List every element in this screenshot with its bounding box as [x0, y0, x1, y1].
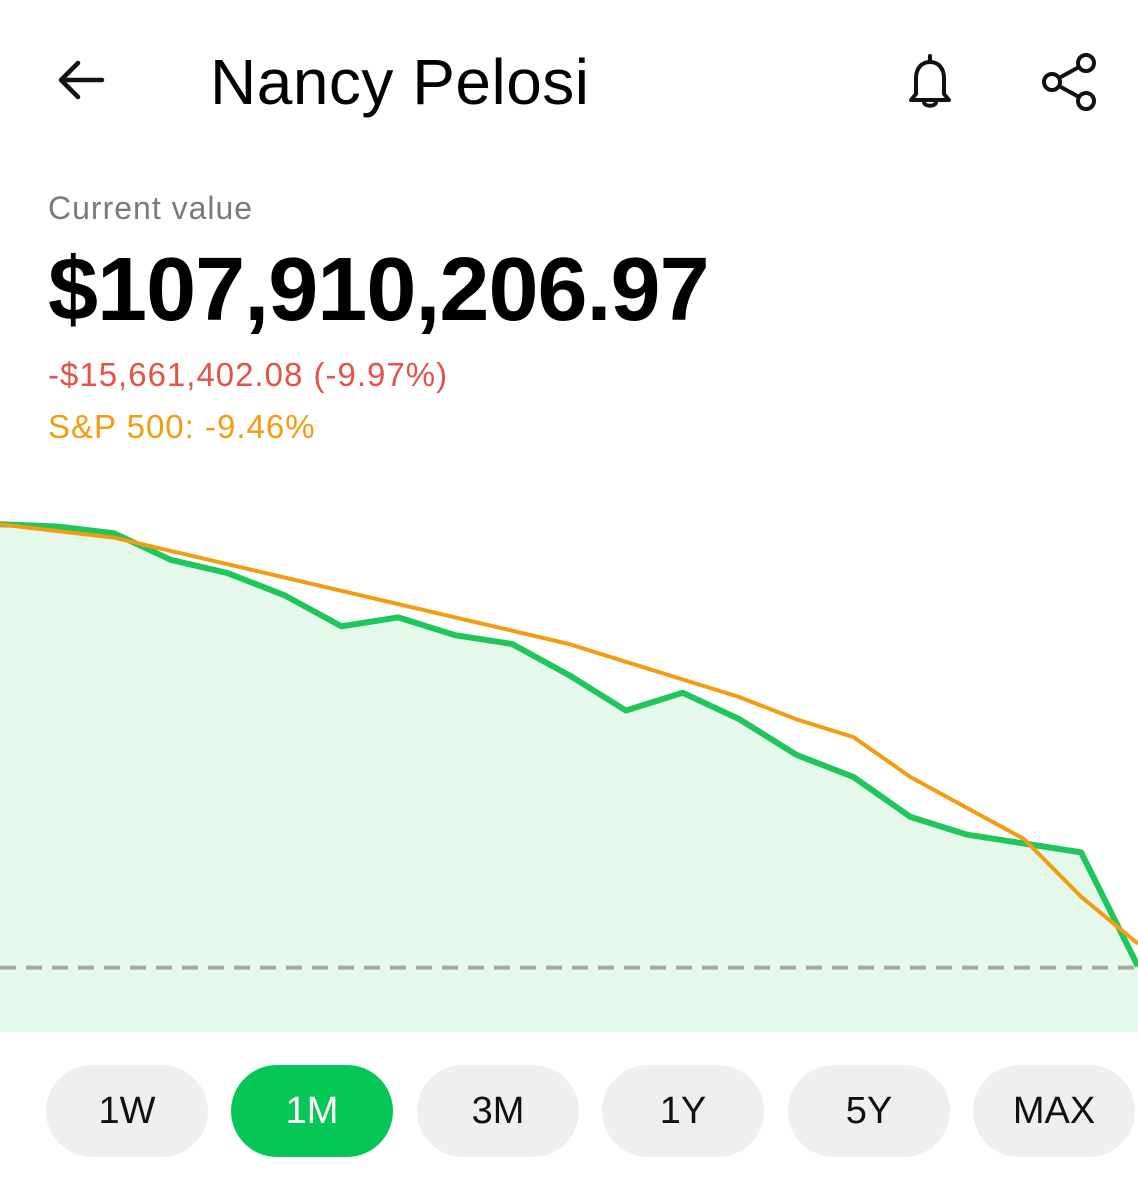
- value-change: -$15,661,402.08 (-9.97%): [48, 356, 449, 393]
- header: Nancy Pelosi: [0, 0, 1138, 165]
- bell-icon: [909, 54, 951, 108]
- range-button-1w[interactable]: 1W: [46, 1065, 208, 1157]
- benchmark-change: S&P 500: -9.46%: [48, 408, 316, 445]
- portfolio-line: [0, 521, 1138, 968]
- page-title: Nancy Pelosi: [210, 46, 590, 118]
- share-icon: [1042, 53, 1096, 111]
- benchmark-line: [0, 522, 1138, 946]
- range-button-max[interactable]: MAX: [973, 1065, 1135, 1157]
- range-button-5y[interactable]: 5Y: [788, 1065, 950, 1157]
- range-button-3m[interactable]: 3M: [417, 1065, 579, 1157]
- current-value: $107,910,206.97: [48, 240, 710, 340]
- current-value-label: Current value: [48, 190, 254, 226]
- portfolio-area: [0, 524, 1138, 1032]
- performance-chart: [0, 521, 1138, 1032]
- range-button-1m[interactable]: 1M: [231, 1065, 393, 1157]
- share-button[interactable]: [1038, 50, 1102, 114]
- arrow-left-icon: [58, 60, 105, 100]
- notifications-button[interactable]: [900, 50, 960, 114]
- back-button[interactable]: [52, 50, 112, 110]
- range-button-1y[interactable]: 1Y: [602, 1065, 764, 1157]
- time-range-selector: 1W 1M 3M 1Y 5Y MAX: [0, 1065, 1138, 1160]
